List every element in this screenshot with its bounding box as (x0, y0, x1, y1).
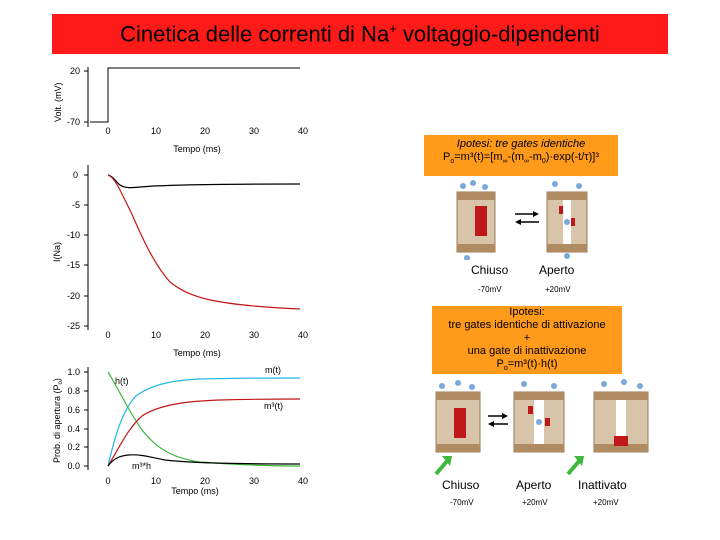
diagram2-voltage-open: +20mV (522, 498, 548, 507)
diagram2-voltage-inact: +20mV (593, 498, 619, 507)
voltage-ytick: -70 (67, 117, 80, 127)
voltage-xtick: 30 (249, 126, 259, 136)
channel-diagram-1 (456, 180, 588, 260)
membrane-open (546, 181, 588, 259)
label-m3h: m³*h (132, 461, 151, 471)
prob-ylabel: Prob. di apertura (Po) (52, 378, 64, 463)
hypothesis-2-formula: Po=m³(t)·h(t) (496, 358, 558, 373)
prob-ytick: 1.0 (67, 367, 80, 377)
current-ytick: -25 (67, 321, 80, 331)
hypothesis-1-line1: Ipotesi: tre gates identiche (456, 138, 586, 150)
current-ytick: -10 (67, 230, 80, 240)
current-yticks: 0 -5 -10 -15 -20 -25 (67, 170, 88, 331)
diagram2-label-open: Aperto (516, 478, 552, 492)
current-xtick: 20 (200, 330, 210, 340)
current-curve-red (107, 174, 301, 310)
channel-diagram-2 (434, 379, 649, 476)
prob-xtick: 0 (105, 476, 110, 486)
prob-ytick: 0.8 (67, 386, 80, 396)
voltage-xticks: 0 10 20 30 40 (105, 126, 308, 136)
voltage-xlabel: Tempo (ms) (173, 144, 221, 154)
label-m: m(t) (265, 365, 281, 375)
membrane2-closed (435, 380, 481, 453)
transition-arrows-2 (488, 413, 508, 427)
prob-xticks: 0 10 20 30 40 (105, 476, 308, 486)
diagram1-label-open: Aperto (539, 263, 575, 277)
h-curve (107, 371, 301, 467)
current-ytick: -5 (72, 200, 80, 210)
label-m3: m³(t) (264, 401, 283, 411)
title-bar: Cinetica delle correnti di Na+ voltaggio… (52, 14, 668, 54)
current-xlabel: Tempo (ms) (173, 348, 221, 358)
green-arrow-left (434, 456, 452, 476)
membrane-closed (456, 180, 496, 260)
current-curve-black (107, 174, 301, 189)
prob-xlabel: Tempo (ms) (171, 486, 219, 496)
current-xticks: 0 10 20 30 40 (105, 330, 308, 340)
voltage-xtick: 10 (151, 126, 161, 136)
diagram2-voltage-closed: -70mV (450, 498, 474, 507)
voltage-xtick: 0 (105, 126, 110, 136)
page-title: Cinetica delle correnti di Na+ voltaggio… (120, 20, 600, 47)
voltage-xtick: 20 (200, 126, 210, 136)
current-ylabel: I(Na) (52, 242, 62, 262)
prob-xtick: 20 (200, 476, 210, 486)
prob-xtick: 30 (249, 476, 259, 486)
m3h-curve (107, 454, 301, 467)
membrane2-open (513, 381, 565, 453)
hypothesis-2-line4: una gate di inattivazione (467, 345, 587, 357)
diagram1-label-closed: Chiuso (471, 263, 509, 277)
diagram1-voltage-closed: -70mV (478, 285, 502, 294)
diagram2-label-inact: Inattivato (578, 478, 627, 492)
current-xtick: 0 (105, 330, 110, 340)
current-xtick: 10 (151, 330, 161, 340)
green-arrow-right (566, 456, 584, 476)
hypothesis-2-line3: + (523, 332, 531, 344)
current-ytick: 0 (73, 170, 78, 180)
prob-ytick: 0.0 (67, 461, 80, 471)
diagram2-label-closed: Chiuso (442, 478, 480, 492)
voltage-step-line (90, 67, 300, 123)
voltage-ytick: 20 (70, 66, 80, 76)
hypothesis-box-1: Ipotesi: tre gates identiche Po=m³(t)=[m… (424, 135, 618, 176)
hypothesis-1-formula: Po=m³(t)=[m∞-(m∞-m0)·exp(-t/τ)]³ (443, 151, 599, 166)
voltage-xtick: 40 (298, 126, 308, 136)
current-xtick: 40 (298, 330, 308, 340)
hypothesis-box-2: Ipotesi: tre gates identiche di attivazi… (432, 306, 622, 374)
prob-yticks: 1.0 0.8 0.6 0.4 0.2 0.0 (67, 367, 88, 471)
diagram1-voltage-open: +20mV (545, 285, 571, 294)
prob-xtick: 40 (298, 476, 308, 486)
label-h: h(t) (115, 376, 129, 386)
prob-ytick: 0.4 (67, 424, 80, 434)
prob-xtick: 10 (151, 476, 161, 486)
current-ytick: -20 (67, 291, 80, 301)
transition-arrows (515, 211, 539, 225)
current-xtick: 30 (249, 330, 259, 340)
prob-ytick: 0.6 (67, 405, 80, 415)
m-curve (107, 377, 301, 467)
voltage-ylabel: Volt. (mV) (53, 82, 63, 122)
hypothesis-2-line1: Ipotesi: (509, 306, 545, 318)
membrane2-inactivated (593, 379, 649, 453)
hypothesis-2-line2: tre gates identiche di attivazione (448, 319, 606, 331)
current-ytick: -15 (67, 260, 80, 270)
prob-ytick: 0.2 (67, 442, 80, 452)
m3-curve (107, 398, 301, 467)
